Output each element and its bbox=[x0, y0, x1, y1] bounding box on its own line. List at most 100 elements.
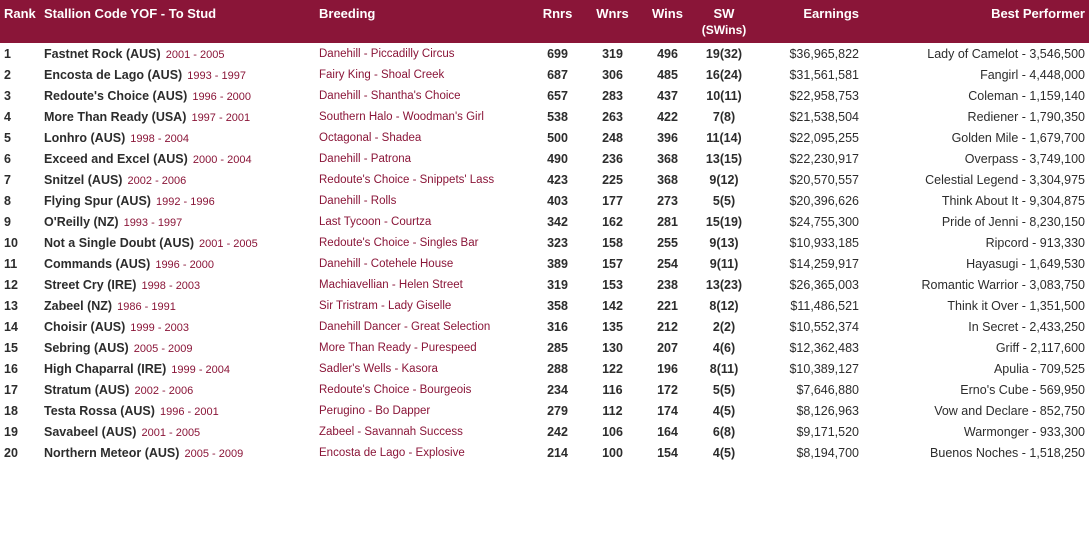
cell-rnrs: 403 bbox=[530, 190, 585, 211]
header-stallion: Stallion Code YOF - To Stud bbox=[40, 0, 315, 23]
cell-stallion: Zabeel (NZ) 1986 - 1991 bbox=[40, 295, 315, 316]
cell-wins: 254 bbox=[640, 253, 695, 274]
cell-wins: 207 bbox=[640, 337, 695, 358]
cell-wnrs: 142 bbox=[585, 295, 640, 316]
cell-breeding: Sadler's Wells - Kasora bbox=[315, 358, 530, 379]
cell-wnrs: 177 bbox=[585, 190, 640, 211]
table-row: 6Exceed and Excel (AUS) 2000 - 2004Daneh… bbox=[0, 148, 1089, 169]
cell-earnings: $9,171,520 bbox=[753, 421, 863, 442]
cell-earnings: $7,646,880 bbox=[753, 379, 863, 400]
cell-sw: 9(12) bbox=[695, 169, 753, 190]
stallion-yof: 2000 - 2004 bbox=[190, 154, 252, 166]
cell-breeding: Zabeel - Savannah Success bbox=[315, 421, 530, 442]
cell-wins: 273 bbox=[640, 190, 695, 211]
cell-best: Rediener - 1,790,350 bbox=[863, 106, 1089, 127]
cell-wnrs: 157 bbox=[585, 253, 640, 274]
stallion-name: Zabeel (NZ) bbox=[44, 299, 112, 313]
cell-earnings: $26,365,003 bbox=[753, 274, 863, 295]
stallion-yof: 2001 - 2005 bbox=[196, 238, 258, 250]
header-rank: Rank bbox=[0, 0, 40, 23]
cell-wins: 485 bbox=[640, 64, 695, 85]
cell-stallion: Encosta de Lago (AUS) 1993 - 1997 bbox=[40, 64, 315, 85]
cell-sw: 4(5) bbox=[695, 442, 753, 463]
header-sw: SW bbox=[695, 0, 753, 23]
table-row: 12Street Cry (IRE) 1998 - 2003Machiavell… bbox=[0, 274, 1089, 295]
cell-best: Buenos Noches - 1,518,250 bbox=[863, 442, 1089, 463]
cell-best: Pride of Jenni - 8,230,150 bbox=[863, 211, 1089, 232]
cell-stallion: Choisir (AUS) 1999 - 2003 bbox=[40, 316, 315, 337]
table-row: 10Not a Single Doubt (AUS) 2001 - 2005Re… bbox=[0, 232, 1089, 253]
table-row: 1Fastnet Rock (AUS) 2001 - 2005Danehill … bbox=[0, 43, 1089, 64]
cell-wnrs: 158 bbox=[585, 232, 640, 253]
cell-wnrs: 153 bbox=[585, 274, 640, 295]
cell-breeding: Last Tycoon - Courtza bbox=[315, 211, 530, 232]
cell-rnrs: 500 bbox=[530, 127, 585, 148]
cell-best: Griff - 2,117,600 bbox=[863, 337, 1089, 358]
table-row: 4More Than Ready (USA) 1997 - 2001Southe… bbox=[0, 106, 1089, 127]
cell-rank: 6 bbox=[0, 148, 40, 169]
cell-best: Golden Mile - 1,679,700 bbox=[863, 127, 1089, 148]
cell-breeding: Octagonal - Shadea bbox=[315, 127, 530, 148]
table-row: 15Sebring (AUS) 2005 - 2009More Than Rea… bbox=[0, 337, 1089, 358]
cell-wins: 368 bbox=[640, 169, 695, 190]
table-row: 16High Chaparral (IRE) 1999 - 2004Sadler… bbox=[0, 358, 1089, 379]
cell-stallion: O'Reilly (NZ) 1993 - 1997 bbox=[40, 211, 315, 232]
cell-wnrs: 122 bbox=[585, 358, 640, 379]
cell-wnrs: 130 bbox=[585, 337, 640, 358]
stallion-name: Redoute's Choice (AUS) bbox=[44, 89, 187, 103]
stallion-yof: 1999 - 2003 bbox=[127, 322, 189, 334]
cell-sw: 6(8) bbox=[695, 421, 753, 442]
table-row: 3Redoute's Choice (AUS) 1996 - 2000Daneh… bbox=[0, 85, 1089, 106]
header-breeding: Breeding bbox=[315, 0, 530, 23]
cell-sw: 2(2) bbox=[695, 316, 753, 337]
cell-sw: 4(5) bbox=[695, 400, 753, 421]
cell-stallion: Commands (AUS) 1996 - 2000 bbox=[40, 253, 315, 274]
cell-earnings: $12,362,483 bbox=[753, 337, 863, 358]
cell-wins: 396 bbox=[640, 127, 695, 148]
cell-breeding: Danehill - Rolls bbox=[315, 190, 530, 211]
stallion-yof: 1996 - 2000 bbox=[189, 91, 251, 103]
stallion-name: Sebring (AUS) bbox=[44, 341, 129, 355]
cell-breeding: Perugino - Bo Dapper bbox=[315, 400, 530, 421]
header-wnrs: Wnrs bbox=[585, 0, 640, 23]
stallion-name: Flying Spur (AUS) bbox=[44, 194, 151, 208]
cell-best: Erno's Cube - 569,950 bbox=[863, 379, 1089, 400]
stallion-yof: 2005 - 2009 bbox=[131, 343, 193, 355]
cell-breeding: Danehill - Cotehele House bbox=[315, 253, 530, 274]
cell-wnrs: 306 bbox=[585, 64, 640, 85]
cell-wnrs: 135 bbox=[585, 316, 640, 337]
cell-wnrs: 319 bbox=[585, 43, 640, 64]
header-best: Best Performer bbox=[863, 0, 1089, 23]
cell-wnrs: 112 bbox=[585, 400, 640, 421]
cell-wnrs: 106 bbox=[585, 421, 640, 442]
cell-earnings: $31,561,581 bbox=[753, 64, 863, 85]
stallion-yof: 1996 - 2000 bbox=[152, 259, 214, 271]
cell-sw: 19(32) bbox=[695, 43, 753, 64]
stallion-name: Commands (AUS) bbox=[44, 257, 150, 271]
cell-wins: 437 bbox=[640, 85, 695, 106]
cell-sw: 8(11) bbox=[695, 358, 753, 379]
stallion-name: Exceed and Excel (AUS) bbox=[44, 152, 188, 166]
cell-wins: 221 bbox=[640, 295, 695, 316]
cell-breeding: Machiavellian - Helen Street bbox=[315, 274, 530, 295]
cell-sw: 13(15) bbox=[695, 148, 753, 169]
cell-wins: 281 bbox=[640, 211, 695, 232]
stallion-yof: 2005 - 2009 bbox=[181, 448, 243, 460]
cell-wnrs: 162 bbox=[585, 211, 640, 232]
cell-wins: 164 bbox=[640, 421, 695, 442]
cell-wnrs: 263 bbox=[585, 106, 640, 127]
cell-breeding: Sir Tristram - Lady Giselle bbox=[315, 295, 530, 316]
table-row: 8Flying Spur (AUS) 1992 - 1996Danehill -… bbox=[0, 190, 1089, 211]
cell-earnings: $10,552,374 bbox=[753, 316, 863, 337]
cell-wins: 196 bbox=[640, 358, 695, 379]
stallion-name: Lonhro (AUS) bbox=[44, 131, 125, 145]
cell-sw: 11(14) bbox=[695, 127, 753, 148]
cell-sw: 13(23) bbox=[695, 274, 753, 295]
cell-rank: 3 bbox=[0, 85, 40, 106]
cell-stallion: Exceed and Excel (AUS) 2000 - 2004 bbox=[40, 148, 315, 169]
cell-breeding: Danehill - Patrona bbox=[315, 148, 530, 169]
table-body: 1Fastnet Rock (AUS) 2001 - 2005Danehill … bbox=[0, 43, 1089, 463]
cell-earnings: $22,958,753 bbox=[753, 85, 863, 106]
cell-sw: 16(24) bbox=[695, 64, 753, 85]
header-wins: Wins bbox=[640, 0, 695, 23]
